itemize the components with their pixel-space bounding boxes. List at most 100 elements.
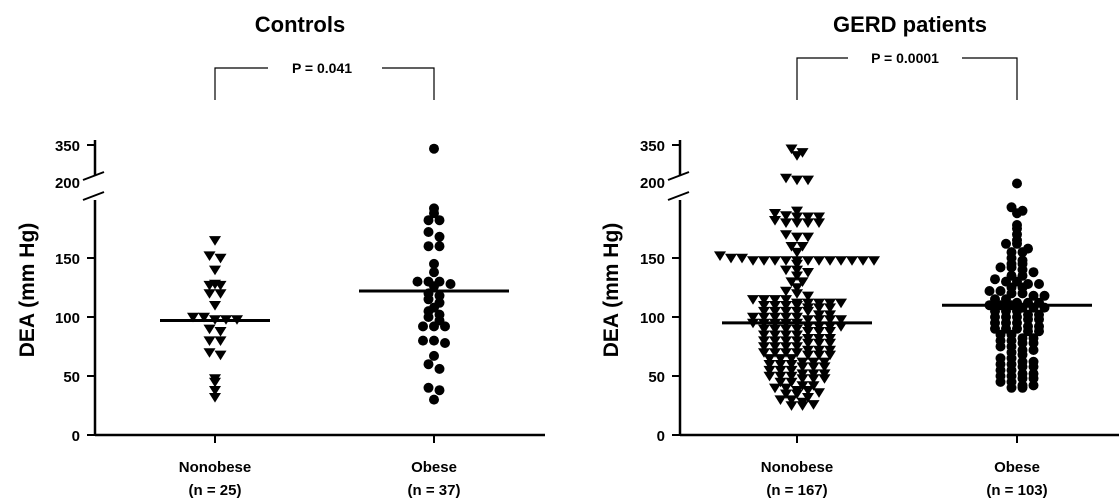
- data-point-triangle: [209, 301, 221, 311]
- data-point-circle: [1028, 345, 1039, 355]
- group-label-obese: Obese: [994, 459, 1040, 476]
- data-point-triangle: [769, 324, 781, 335]
- data-point-triangle: [769, 306, 781, 317]
- y-tick-label: 0: [657, 428, 665, 445]
- data-point-triangle: [824, 350, 836, 361]
- data-point-circle: [429, 208, 439, 219]
- data-point-triangle: [791, 301, 803, 311]
- data-point-triangle: [769, 330, 781, 341]
- data-point-triangle: [807, 374, 820, 384]
- data-point-triangle: [802, 315, 814, 325]
- data-point-circle: [423, 294, 434, 305]
- data-points: [714, 144, 1092, 411]
- data-point-triangle: [818, 374, 831, 384]
- group-n-nonobese: (n = 167): [766, 482, 827, 499]
- data-point-triangle: [813, 345, 825, 356]
- group-n-obese: (n = 37): [408, 482, 461, 499]
- data-point-circle: [1012, 238, 1022, 249]
- data-point-circle: [1017, 373, 1028, 384]
- group-label-obese: Obese: [411, 459, 457, 476]
- data-point-triangle: [791, 206, 803, 217]
- data-point-circle: [434, 363, 445, 374]
- data-point-circle: [995, 376, 1006, 387]
- data-point-circle: [440, 321, 450, 332]
- y-axis-title: DEA (mm Hg): [16, 223, 39, 358]
- p-value-label: P = 0.0001: [871, 50, 939, 66]
- data-point-circle: [1017, 382, 1028, 393]
- data-point-triangle: [796, 401, 809, 411]
- data-point-triangle: [824, 338, 836, 349]
- data-point-triangle: [736, 253, 748, 264]
- data-point-triangle: [769, 209, 781, 219]
- data-point-triangle: [758, 348, 770, 358]
- data-point-triangle: [785, 365, 798, 376]
- data-point-circle: [423, 359, 434, 370]
- y-tick-label: 50: [63, 369, 80, 386]
- data-point-triangle: [785, 401, 798, 411]
- bracket-right: [962, 57, 1018, 100]
- data-point-triangle: [758, 306, 770, 317]
- group-n-nonobese: (n = 25): [189, 482, 242, 499]
- data-point-circle: [429, 267, 439, 278]
- data-point-triangle: [813, 256, 825, 266]
- data-point-triangle: [785, 395, 798, 405]
- data-point-circle: [418, 335, 428, 346]
- data-point-triangle: [758, 330, 770, 341]
- data-point-triangle: [763, 354, 776, 364]
- data-point-triangle: [758, 342, 770, 352]
- data-point-circle: [995, 262, 1006, 273]
- data-point-triangle: [774, 365, 787, 376]
- data-point-triangle: [791, 232, 803, 243]
- data-point-triangle: [835, 322, 847, 332]
- data-point-triangle: [802, 232, 814, 243]
- data-point-circle: [1023, 326, 1033, 337]
- data-point-triangle: [791, 289, 803, 299]
- controls-panel: Controls P = 0.041 0 50 100 150 200 350 …: [16, 12, 545, 499]
- data-point-triangle: [780, 173, 792, 184]
- data-point-triangle: [796, 362, 809, 372]
- data-point-triangle: [791, 336, 803, 346]
- data-point-triangle: [209, 386, 221, 396]
- data-point-circle: [1028, 361, 1039, 372]
- data-point-triangle: [198, 312, 210, 323]
- axis-break-mark-lower: [82, 191, 105, 201]
- data-points: [160, 143, 509, 405]
- data-point-triangle: [214, 327, 227, 337]
- data-point-triangle: [791, 271, 803, 282]
- data-point-triangle: [209, 377, 221, 388]
- data-point-circle: [1023, 314, 1033, 325]
- data-point-triangle: [824, 315, 836, 325]
- data-point-circle: [1012, 208, 1022, 219]
- data-point-triangle: [187, 312, 199, 323]
- group-label-nonobese: Nonobese: [179, 459, 252, 476]
- data-point-circle: [429, 258, 439, 269]
- data-point-circle: [995, 286, 1006, 296]
- data-point-circle: [418, 321, 428, 332]
- data-point-circle: [1006, 262, 1017, 273]
- data-point-circle: [423, 382, 434, 393]
- data-point-circle: [434, 290, 445, 301]
- y-tick-label: 0: [72, 428, 80, 445]
- y-tick-label: 200: [640, 175, 665, 192]
- data-point-circle: [1017, 247, 1028, 258]
- y-tick-label: 150: [55, 251, 80, 268]
- data-point-triangle: [780, 389, 792, 400]
- data-point-circle: [1017, 361, 1028, 372]
- data-point-circle: [1028, 380, 1039, 391]
- data-point-circle: [429, 143, 439, 154]
- data-point-triangle: [791, 151, 803, 161]
- data-point-triangle: [774, 354, 787, 364]
- data-point-triangle: [835, 315, 847, 325]
- data-point-triangle: [209, 393, 221, 403]
- data-point-triangle: [203, 251, 216, 261]
- data-point-triangle: [780, 330, 792, 341]
- data-point-circle: [1028, 338, 1039, 348]
- data-point-triangle: [802, 291, 814, 302]
- data-point-circle: [995, 341, 1006, 352]
- data-point-triangle: [791, 330, 803, 341]
- data-point-triangle: [802, 175, 814, 186]
- data-point-triangle: [769, 342, 781, 352]
- data-point-circle: [1012, 178, 1022, 189]
- data-point-triangle: [763, 360, 776, 370]
- gerd-patients-panel: GERD patients P = 0.0001 0 50 100 150 20…: [600, 12, 1119, 499]
